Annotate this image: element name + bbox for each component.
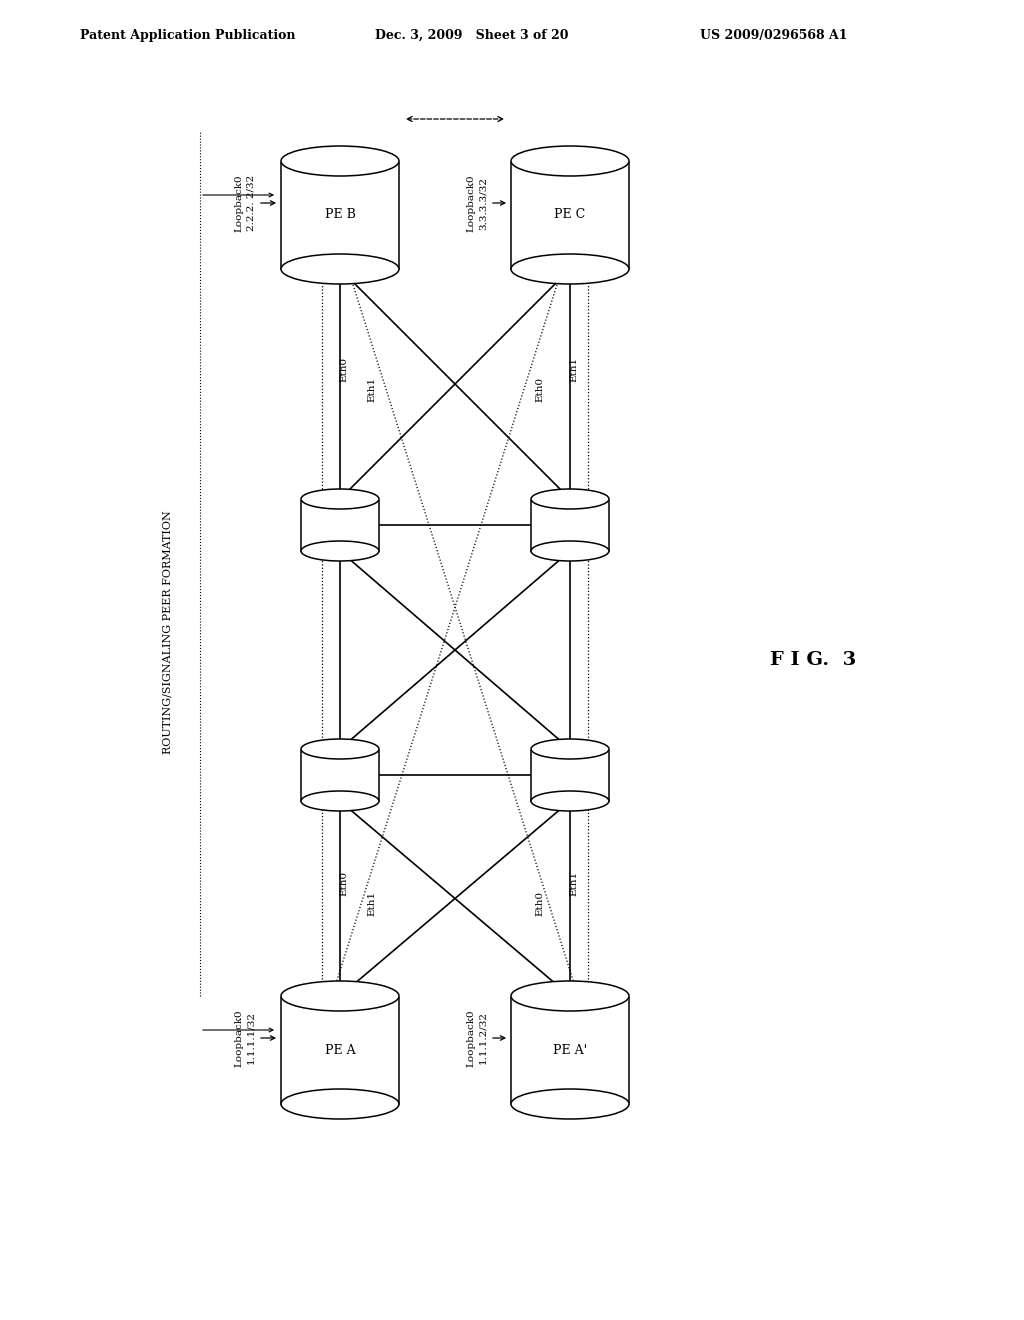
Text: Loopback0: Loopback0 (234, 174, 244, 232)
Text: Loopback0: Loopback0 (467, 174, 475, 232)
Ellipse shape (511, 147, 629, 176)
Ellipse shape (511, 1089, 629, 1119)
Ellipse shape (531, 488, 609, 510)
Ellipse shape (301, 541, 379, 561)
Text: Eth0: Eth0 (340, 356, 348, 381)
Text: PE A': PE A' (553, 1044, 587, 1056)
Ellipse shape (301, 739, 379, 759)
Text: Eth1: Eth1 (569, 356, 579, 381)
Ellipse shape (281, 981, 399, 1011)
Text: PE C: PE C (554, 209, 586, 222)
Text: ROUTING/SIGNALING PEER FORMATION: ROUTING/SIGNALING PEER FORMATION (163, 510, 173, 754)
Text: Eth0: Eth0 (536, 891, 545, 916)
Ellipse shape (281, 147, 399, 176)
Bar (511, 161, 629, 269)
Bar (281, 997, 399, 1104)
Text: Eth1: Eth1 (569, 871, 579, 896)
Text: Eth1: Eth1 (368, 891, 377, 916)
Ellipse shape (301, 791, 379, 810)
Ellipse shape (531, 791, 609, 810)
Text: PE B: PE B (325, 209, 355, 222)
Text: F I G.  3: F I G. 3 (770, 651, 856, 669)
Text: Eth0: Eth0 (340, 871, 348, 896)
Ellipse shape (281, 253, 399, 284)
Bar (531, 748, 609, 801)
Ellipse shape (301, 488, 379, 510)
Ellipse shape (511, 253, 629, 284)
Text: Loopback0: Loopback0 (234, 1010, 244, 1067)
Text: Eth0: Eth0 (536, 376, 545, 401)
Text: 1.1.1.1/32: 1.1.1.1/32 (247, 1011, 256, 1064)
Bar (301, 748, 379, 801)
Bar (531, 499, 609, 550)
Text: Dec. 3, 2009   Sheet 3 of 20: Dec. 3, 2009 Sheet 3 of 20 (375, 29, 568, 41)
Text: 2.2.2. 2/32: 2.2.2. 2/32 (247, 174, 256, 231)
Text: Patent Application Publication: Patent Application Publication (80, 29, 296, 41)
Text: Eth1: Eth1 (368, 376, 377, 401)
Text: PE A: PE A (325, 1044, 355, 1056)
Text: 3.3.3.3/32: 3.3.3.3/32 (478, 177, 487, 230)
Ellipse shape (531, 739, 609, 759)
Text: 1.1.1.2/32: 1.1.1.2/32 (478, 1011, 487, 1064)
Ellipse shape (511, 981, 629, 1011)
Text: Loopback0: Loopback0 (467, 1010, 475, 1067)
Bar (511, 997, 629, 1104)
Ellipse shape (531, 541, 609, 561)
Ellipse shape (281, 1089, 399, 1119)
Bar (281, 161, 399, 269)
Bar (301, 499, 379, 550)
Text: US 2009/0296568 A1: US 2009/0296568 A1 (700, 29, 848, 41)
